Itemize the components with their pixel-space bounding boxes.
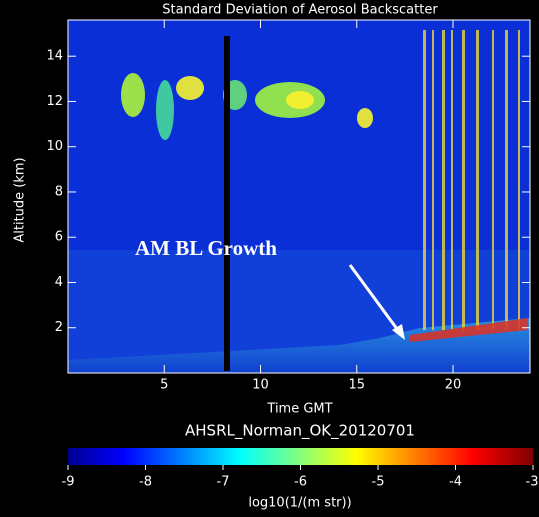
annotation-arrow (348, 264, 402, 334)
x-tick-label: 15 (348, 378, 365, 393)
heatmap-image (68, 20, 530, 373)
chart-title: Standard Deviation of Aerosol Backscatte… (162, 3, 438, 18)
y-tick-label: 8 (55, 184, 63, 199)
y-tick-label: 4 (55, 275, 63, 290)
colorbar-tick-label: -9 (62, 475, 75, 490)
x-tick-label: 5 (160, 378, 168, 393)
y-tick-label: 2 (55, 320, 63, 335)
colorbar (68, 448, 533, 465)
annotation: AM BL Growth (135, 236, 277, 260)
colorbar-tick-label: -7 (217, 475, 230, 490)
colorbar-tick-label: -5 (372, 475, 385, 490)
y-tick-label: 14 (46, 49, 63, 64)
y-tick-label: 10 (46, 139, 63, 154)
colorbar-tick-label: -3 (526, 475, 539, 490)
subtitle: AHSRL_Norman_OK_20120701 (185, 422, 415, 441)
colorbar-label: log10(1/(m str)) (248, 496, 351, 511)
y-tick-label: 12 (46, 94, 63, 109)
x-tick-label: 20 (445, 378, 462, 393)
x-axis-label: Time GMT (266, 402, 332, 417)
colorbar-tick-label: -4 (449, 475, 462, 490)
colorbar-tick-label: -6 (294, 475, 307, 490)
annotation-arrowhead (392, 324, 405, 340)
y-axis-label: Altitude (km) (13, 157, 28, 242)
plot-frame (67, 19, 531, 374)
colorbar-tick-label: -8 (139, 475, 152, 490)
x-tick-label: 10 (252, 378, 269, 393)
y-tick-label: 6 (55, 230, 63, 245)
